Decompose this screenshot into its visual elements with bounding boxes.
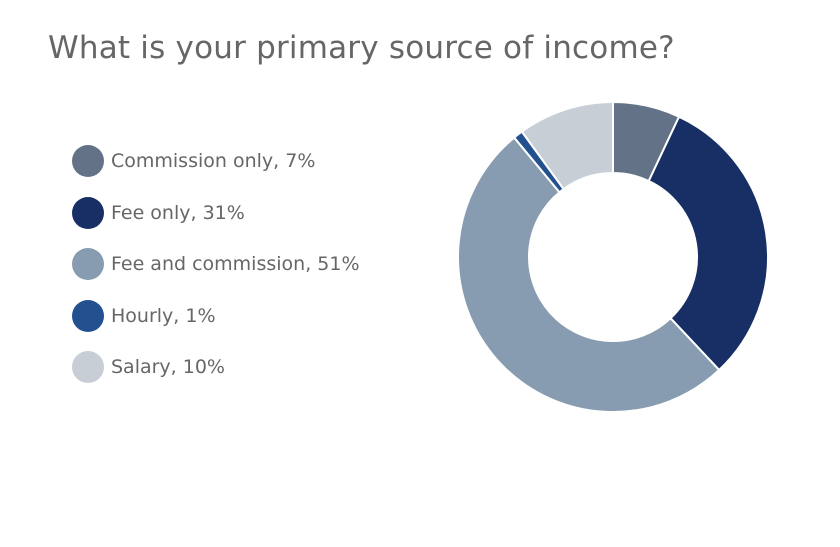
legend-label-hourly: Hourly, 1% [111,304,216,327]
legend-swatch-salary [72,351,104,383]
legend-item-salary: Salary, 10% [72,351,432,383]
legend: Commission only, 7% Fee only, 31% Fee an… [72,145,432,403]
legend-swatch-fee-only [72,196,104,229]
legend-label-salary: Salary, 10% [111,356,225,378]
legend-swatch-fee-and-commission [72,248,104,280]
legend-label-fee-only: Fee only, 31% [111,201,245,224]
legend-label-fee-and-commission: Fee and commission, 51% [111,253,360,275]
legend-item-fee-and-commission: Fee and commission, 51% [72,248,432,280]
legend-label-commission-only: Commission only, 7% [111,150,316,172]
legend-swatch-commission-only [72,145,104,177]
legend-swatch-hourly [72,299,104,332]
slice-fee-only [647,115,769,371]
legend-item-commission-only: Commission only, 7% [72,145,432,177]
legend-item-fee-only: Fee only, 31% [72,196,432,229]
legend-item-hourly: Hourly, 1% [72,299,432,332]
chart-title: What is your primary source of income? [48,30,675,66]
slice-fee-and-commission [457,136,721,413]
slice-salary [520,101,614,191]
